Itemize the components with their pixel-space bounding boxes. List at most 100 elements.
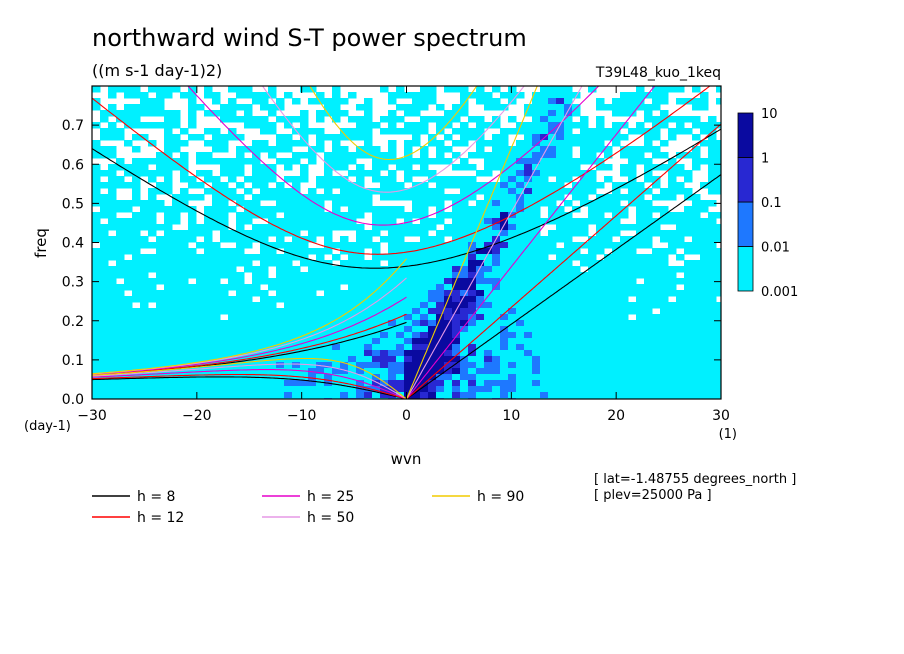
contour-cell	[684, 242, 693, 249]
contour-cell	[316, 386, 325, 393]
contour-cell	[460, 242, 469, 249]
contour-cell	[348, 278, 357, 285]
contour-cell	[500, 392, 509, 399]
contour-cell	[228, 116, 237, 123]
contour-cell	[524, 320, 533, 327]
contour-cell	[628, 92, 637, 99]
contour-cell	[436, 206, 445, 213]
contour-cell	[348, 248, 357, 255]
contour-cell	[604, 380, 613, 387]
contour-cell	[244, 218, 253, 225]
contour-cell	[332, 338, 341, 345]
contour-cell	[644, 272, 653, 279]
contour-cell	[564, 308, 573, 315]
contour-cell	[700, 308, 709, 315]
dispersion-curve	[92, 296, 407, 375]
contour-cell	[388, 122, 397, 129]
contour-cell	[476, 116, 485, 123]
contour-cell	[244, 392, 253, 399]
contour-cell	[388, 194, 397, 201]
contour-cell	[332, 332, 341, 339]
contour-cell	[156, 152, 165, 159]
contour-cell	[380, 152, 389, 159]
contour-cell	[380, 368, 389, 375]
contour-cell	[124, 218, 133, 225]
contour-cell	[604, 260, 613, 267]
contour-cell	[604, 254, 613, 261]
contour-cell	[412, 338, 421, 345]
contour-cell	[388, 290, 397, 297]
contour-cell	[508, 302, 517, 309]
contour-cell	[556, 164, 565, 171]
contour-cell	[444, 320, 453, 327]
contour-cell	[508, 368, 517, 375]
contour-cell	[668, 236, 677, 243]
contour-cell	[252, 230, 261, 237]
contour-cell	[524, 296, 533, 303]
contour-cell	[316, 128, 325, 135]
contour-cell	[436, 392, 445, 399]
contour-cell	[476, 128, 485, 135]
contour-cell	[156, 86, 165, 93]
contour-cell	[588, 152, 597, 159]
contour-cell	[660, 332, 669, 339]
contour-cell	[300, 380, 309, 387]
contour-cell	[404, 308, 413, 315]
contour-cell	[308, 128, 317, 135]
contour-cell	[564, 224, 573, 231]
contour-cell	[692, 278, 701, 285]
contour-cell	[692, 362, 701, 369]
contour-cell	[300, 212, 309, 219]
contour-cell	[452, 344, 461, 351]
contour-cell	[436, 194, 445, 201]
contour-cell	[660, 206, 669, 213]
contour-cell	[524, 332, 533, 339]
contour-cell	[524, 188, 533, 195]
contour-cell	[684, 296, 693, 303]
contour-cell	[156, 386, 165, 393]
contour-cell	[644, 344, 653, 351]
contour-cell	[268, 386, 277, 393]
contour-cell	[100, 308, 109, 315]
contour-cell	[516, 350, 525, 357]
contour-cell	[380, 332, 389, 339]
contour-cell	[612, 386, 621, 393]
contour-cell	[572, 296, 581, 303]
contour-cell	[532, 176, 541, 183]
contour-cell	[220, 170, 229, 177]
contour-cell	[188, 344, 197, 351]
contour-cell	[612, 320, 621, 327]
contour-cell	[556, 146, 565, 153]
contour-cell	[628, 164, 637, 171]
contour-cell	[124, 314, 133, 321]
contour-cell	[220, 230, 229, 237]
contour-cell	[284, 146, 293, 153]
contour-cell	[516, 158, 525, 165]
contour-cell	[676, 302, 685, 309]
contour-cell	[140, 98, 149, 105]
contour-cell	[428, 392, 437, 399]
contour-cell	[716, 158, 721, 165]
contour-cell	[324, 98, 333, 105]
contour-cell	[668, 362, 677, 369]
contour-cell	[148, 266, 157, 273]
contour-cell	[108, 188, 117, 195]
contour-cell	[140, 314, 149, 321]
contour-cell	[476, 98, 485, 105]
contour-cell	[268, 230, 277, 237]
contour-cell	[692, 104, 701, 111]
contour-cell	[260, 242, 269, 249]
contour-cell	[172, 338, 181, 345]
contour-cell	[260, 128, 269, 135]
contour-cell	[364, 392, 373, 399]
contour-cell	[388, 92, 397, 99]
contour-cell	[628, 146, 637, 153]
contour-cell	[692, 272, 701, 279]
contour-cell	[436, 272, 445, 279]
contour-cell	[524, 254, 533, 261]
contour-cell	[140, 392, 149, 399]
contour-cell	[676, 152, 685, 159]
contour-cell	[284, 386, 293, 393]
contour-cell	[356, 386, 365, 393]
contour-cell	[668, 134, 677, 141]
